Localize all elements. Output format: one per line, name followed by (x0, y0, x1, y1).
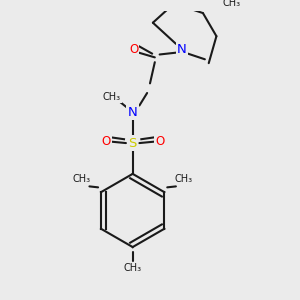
Text: CH₃: CH₃ (124, 263, 142, 273)
Text: N: N (177, 43, 187, 56)
Text: O: O (101, 135, 110, 148)
Text: CH₃: CH₃ (73, 174, 91, 184)
Text: CH₃: CH₃ (223, 0, 241, 8)
Text: O: O (155, 135, 164, 148)
Text: CH₃: CH₃ (102, 92, 121, 102)
Text: CH₃: CH₃ (175, 174, 193, 184)
Text: N: N (128, 106, 137, 119)
Text: S: S (128, 136, 137, 150)
Text: O: O (129, 43, 138, 56)
